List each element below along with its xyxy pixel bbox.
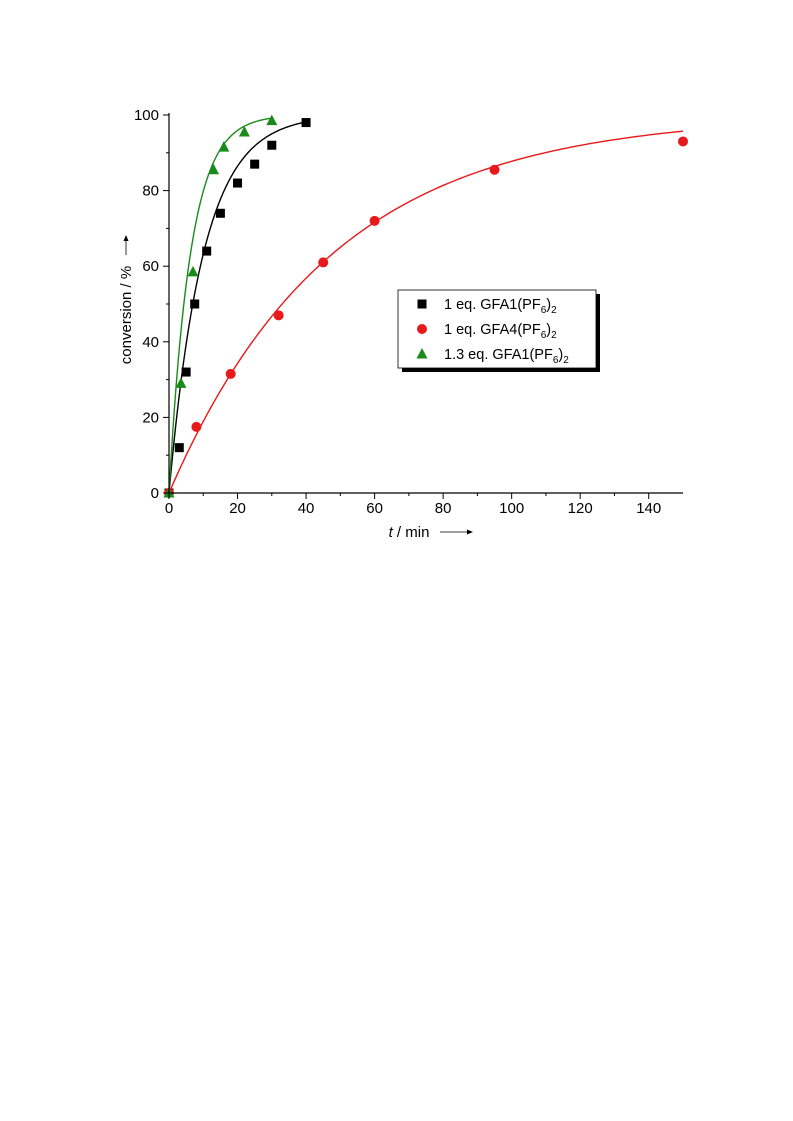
x-axis-label: t / min xyxy=(389,524,430,541)
legend-entry-label: 1 eq. GFA1(PF6)2 xyxy=(444,297,557,316)
legend-entry-label: 1 eq. GFA4(PF6)2 xyxy=(444,322,557,341)
x-tick-label: 140 xyxy=(636,500,661,517)
fit-curve xyxy=(168,117,272,494)
legend: 1 eq. GFA1(PF6)2 1 eq. GFA4(PF6)2 1.3 eq. … xyxy=(397,289,600,372)
data-point xyxy=(218,141,230,152)
legend-entry-label: 1.3 eq. GFA1(PF6)2 xyxy=(444,347,569,366)
data-point xyxy=(190,299,200,309)
data-point xyxy=(318,257,329,268)
data-point xyxy=(301,118,311,128)
data-point xyxy=(369,215,380,226)
data-point xyxy=(225,368,236,379)
data-point xyxy=(267,140,277,150)
legend-marker xyxy=(417,299,427,309)
y-tick-label: 60 xyxy=(142,258,159,275)
fit-curve xyxy=(168,130,684,494)
data-point xyxy=(202,246,212,256)
data-point xyxy=(181,367,191,377)
x-tick-label: 20 xyxy=(229,500,246,517)
data-point xyxy=(208,163,220,175)
data-markers xyxy=(163,114,688,498)
axes: 0 20 40 60 80 100 120 140 0 20 40 60 80 100 xyxy=(134,107,683,517)
x-tick-label: 120 xyxy=(568,500,593,517)
y-axis-label: conversion / % xyxy=(118,266,135,364)
data-point xyxy=(191,421,202,432)
y-axis-label-arrow xyxy=(123,235,129,255)
x-axis-label-variable: t xyxy=(389,524,394,541)
data-point xyxy=(266,114,278,126)
data-point xyxy=(238,126,250,137)
data-point xyxy=(174,443,184,453)
legend-box xyxy=(397,289,597,369)
y-tick-label: 20 xyxy=(142,409,159,426)
legend-marker xyxy=(416,348,428,359)
x-axis-label-arrow xyxy=(440,529,473,535)
x-tick-label: 0 xyxy=(165,500,173,517)
data-point xyxy=(678,136,688,147)
data-point xyxy=(175,377,187,388)
x-tick-label: 100 xyxy=(499,500,524,517)
y-tick-label: 40 xyxy=(142,334,159,351)
x-tick-label: 60 xyxy=(366,500,383,517)
legend-marker xyxy=(417,324,427,334)
y-tick-label: 0 xyxy=(151,485,159,502)
data-point xyxy=(273,310,284,321)
data-point xyxy=(250,159,260,169)
data-point xyxy=(233,178,243,188)
y-tick-label: 100 xyxy=(134,107,159,124)
data-point xyxy=(215,208,225,218)
fit-curve xyxy=(168,121,307,494)
data-point xyxy=(187,265,199,277)
x-tick-label: 80 xyxy=(435,500,452,517)
x-axis-label-unit: / min xyxy=(393,524,430,541)
x-tick-label: 40 xyxy=(298,500,315,517)
data-point xyxy=(489,164,500,175)
y-tick-label: 80 xyxy=(142,183,159,200)
